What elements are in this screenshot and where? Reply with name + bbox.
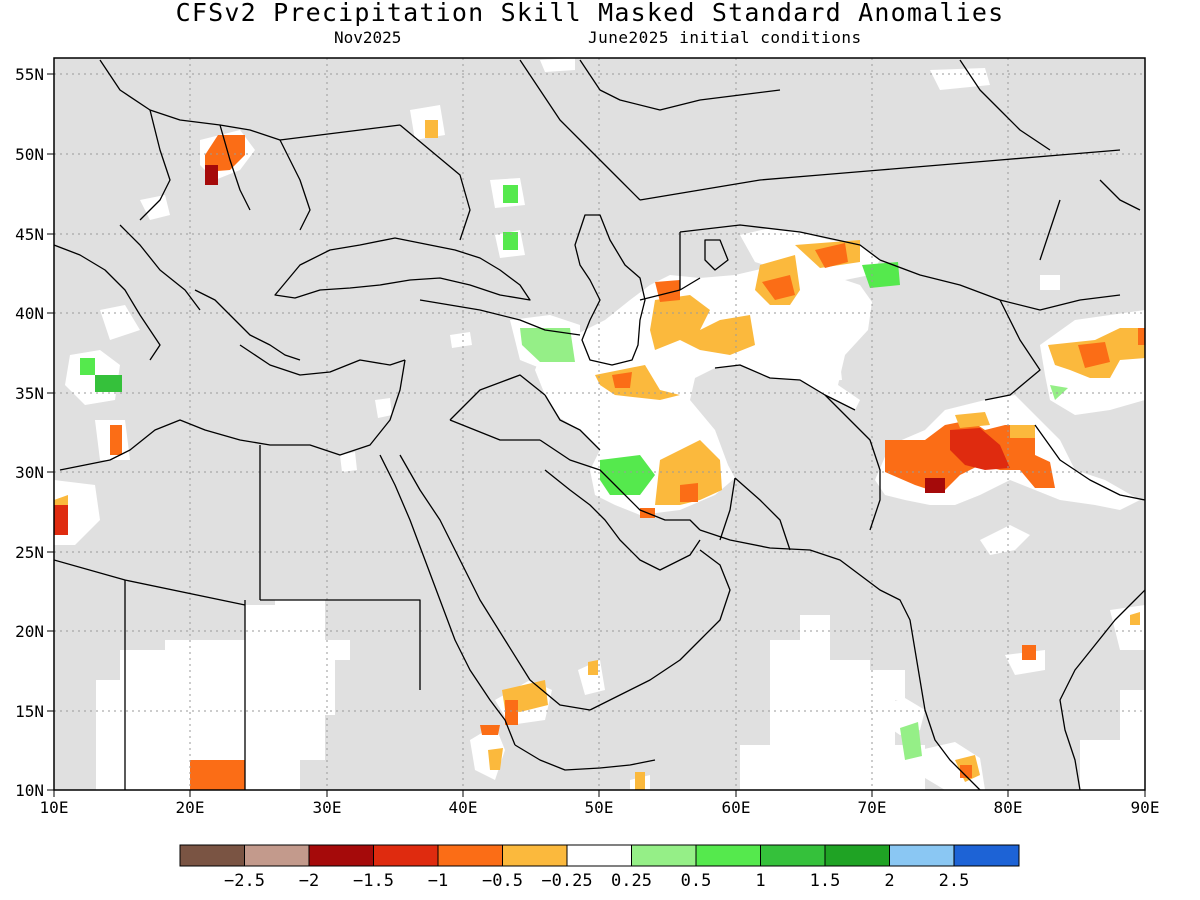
initial-conditions: June2025 initial conditions	[588, 28, 862, 47]
lon-label: 40E	[449, 798, 478, 817]
lon-label: 30E	[313, 798, 342, 817]
lon-label: 50E	[585, 798, 614, 817]
lat-labels: 55N 50N 45N 40N 35N 30N 25N 20N 15N 10N	[15, 65, 44, 800]
legend-swatch	[244, 844, 310, 867]
legend-label: 0.25	[611, 871, 652, 891]
legend-swatch	[179, 844, 245, 867]
lat-label: 15N	[15, 702, 44, 721]
legend-label: −2	[299, 871, 319, 891]
lon-labels: 10E 20E 30E 40E 50E 60E 70E 80E 90E	[40, 798, 1160, 817]
legend-label: −0.5	[482, 871, 523, 891]
map-title: CFSv2 Precipitation Skill Masked Standar…	[175, 0, 1005, 27]
lat-label: 30N	[15, 463, 44, 482]
legend-label: −2.5	[224, 871, 265, 891]
lon-label: 60E	[722, 798, 751, 817]
legend-swatch	[373, 844, 439, 867]
lon-label: 20E	[176, 798, 205, 817]
legend-swatch	[631, 844, 697, 867]
legend-label: −0.25	[541, 871, 592, 891]
lat-label: 25N	[15, 543, 44, 562]
legend-swatch	[566, 844, 632, 867]
lat-label: 40N	[15, 304, 44, 323]
lat-label: 50N	[15, 145, 44, 164]
lon-label: 90E	[1131, 798, 1160, 817]
legend-swatch	[437, 844, 503, 867]
legend-label: −1	[428, 871, 448, 891]
legend-swatches	[179, 844, 1020, 867]
anomaly-map: 10E 20E 30E 40E 50E 60E 70E 80E 90E 55N …	[15, 57, 1160, 817]
lat-label: 55N	[15, 65, 44, 84]
legend-label: 1.5	[810, 871, 841, 891]
legend-label: 2.5	[939, 871, 970, 891]
legend-swatch	[502, 844, 568, 867]
anomaly-patches	[54, 120, 1145, 790]
lon-label: 10E	[40, 798, 69, 817]
legend-swatch	[953, 844, 1020, 867]
lon-label: 70E	[858, 798, 887, 817]
legend-label: 0.5	[681, 871, 712, 891]
legend-swatch	[308, 844, 374, 867]
legend-swatch	[695, 844, 761, 867]
lat-label: 20N	[15, 622, 44, 641]
axis-ticks	[47, 73, 1146, 797]
lat-label: 10N	[15, 781, 44, 800]
lat-lon-grid	[54, 58, 1145, 790]
legend-label: −1.5	[353, 871, 394, 891]
lon-label: 80E	[994, 798, 1023, 817]
legend-labels: −2.5 −2 −1.5 −1 −0.5 −0.25 0.25 0.5 1 1.…	[224, 871, 969, 891]
forecast-month: Nov2025	[334, 28, 402, 47]
legend-swatch	[760, 844, 826, 867]
lat-label: 45N	[15, 225, 44, 244]
legend-swatch	[824, 844, 890, 867]
legend-swatch	[889, 844, 955, 867]
lat-label: 35N	[15, 384, 44, 403]
legend-label: 1	[755, 871, 765, 891]
legend-label: 2	[884, 871, 894, 891]
coastlines-borders	[54, 59, 1145, 790]
